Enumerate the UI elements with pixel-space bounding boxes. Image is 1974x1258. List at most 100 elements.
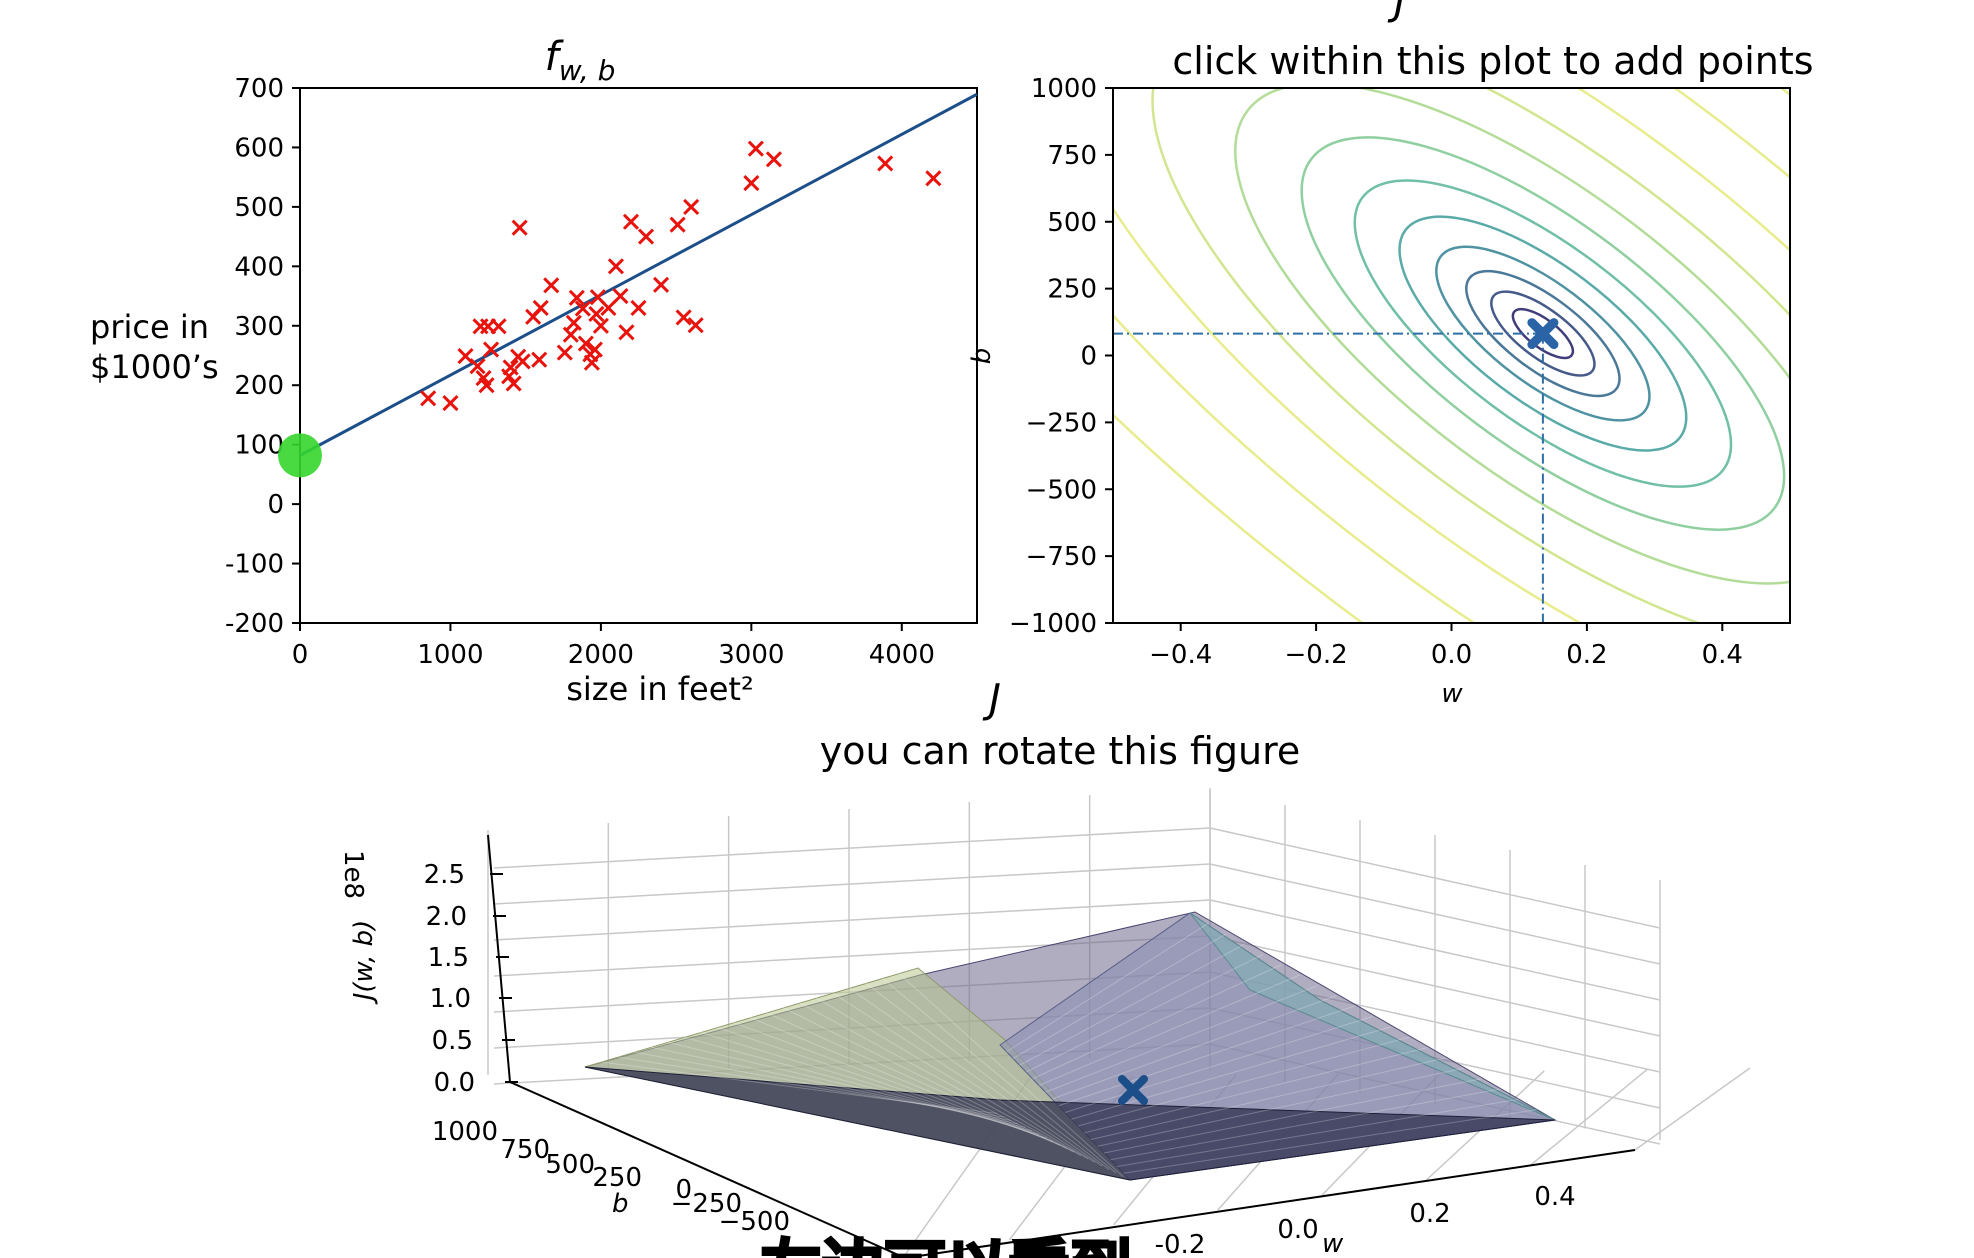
side-wall-hgrid	[1209, 863, 1661, 965]
data-point	[490, 318, 507, 335]
data-point	[588, 305, 605, 322]
y-tick-label: 500	[234, 193, 284, 223]
z-axis-line	[487, 834, 511, 1083]
side-wall-hgrid	[1209, 935, 1661, 1037]
data-point	[586, 341, 603, 358]
x-tick-label: 2000	[568, 640, 634, 670]
surface-mesh	[898, 972, 1124, 1177]
data-point	[600, 299, 617, 317]
y-tick-label: 200	[234, 371, 284, 401]
data-point	[743, 175, 760, 192]
data-point	[420, 390, 437, 407]
back-wall-hgrid	[493, 863, 1211, 905]
data-point	[653, 276, 670, 293]
w-tick-label: 0.0	[1277, 1215, 1318, 1245]
surface-mesh	[1064, 1016, 1373, 1113]
w-tick-label: 0.4	[1534, 1182, 1575, 1212]
surface-mesh	[1045, 984, 1318, 1093]
surface-mesh	[1032, 964, 1282, 1080]
data-point	[683, 198, 700, 215]
data-point	[502, 359, 519, 376]
y-tick-label: 0	[1080, 342, 1097, 372]
surface-mesh	[1103, 1078, 1483, 1154]
scatter-axes-frame[interactable]	[299, 87, 978, 624]
data-point	[514, 353, 531, 370]
surface-mesh	[634, 1051, 1012, 1121]
b-tick-label: 250	[592, 1163, 642, 1193]
data-point	[592, 317, 609, 334]
y-tick-label: 750	[1047, 141, 1097, 171]
surface-mesh	[782, 1007, 1075, 1153]
x-tick-label: −0.4	[1149, 640, 1212, 670]
scatter-y-label-line2: $1000’s	[90, 348, 219, 386]
data-point	[747, 140, 764, 157]
x-tick-label: 0	[292, 640, 309, 670]
surface-mesh	[1038, 974, 1300, 1086]
data-point	[607, 258, 624, 275]
surface-z-label: J(w, b)	[349, 920, 379, 1006]
scatter-y-label-line1: price in	[90, 308, 209, 346]
z-tick-label: 2.0	[426, 902, 467, 932]
y-tick-label: −1000	[1009, 609, 1097, 639]
contour-panel: J click within this plot to add points −…	[967, 0, 1814, 709]
back-wall-hgrid	[493, 899, 1211, 941]
surface-mesh	[766, 1012, 1068, 1149]
x-tick-label: 0.4	[1702, 640, 1743, 670]
y-tick-label: −250	[1026, 408, 1097, 438]
b-tick-label: 1000	[432, 1117, 498, 1147]
scatter-title-sub: w, b	[559, 54, 616, 87]
surface-mesh	[1077, 1036, 1410, 1127]
data-point	[574, 300, 591, 317]
surface-mesh	[1025, 953, 1264, 1073]
contour-x-label: w	[1441, 679, 1463, 709]
data-point	[568, 289, 585, 306]
data-point	[472, 318, 489, 335]
data-point	[675, 309, 692, 326]
surface-wb-marker	[1118, 1075, 1148, 1105]
data-point	[505, 375, 522, 392]
b-tick-label: −250	[671, 1189, 742, 1219]
data-point	[531, 351, 548, 368]
w-tick-label: -0.2	[1155, 1230, 1206, 1258]
surface-mesh	[881, 977, 1117, 1174]
surface-mesh	[601, 1061, 998, 1114]
contour-line	[1490, 290, 1596, 377]
x-tick-label: 4000	[869, 640, 935, 670]
x-tick-label: 1000	[417, 640, 483, 670]
scatter-title: fw, b	[545, 34, 616, 87]
data-point	[532, 299, 549, 317]
floor-grid	[1530, 1068, 1648, 1166]
y-tick-label: 1000	[1031, 74, 1097, 104]
contour-y-label: b	[967, 348, 997, 365]
model-line	[299, 92, 978, 457]
y-tick-label: −750	[1026, 542, 1097, 572]
w-tick-label: 0.2	[1409, 1199, 1450, 1229]
surface-mesh	[667, 1041, 1026, 1128]
contour-line	[1435, 245, 1651, 422]
data-point	[687, 317, 704, 334]
scatter-panel: fw, b 0 1000 2000 3000 4000 7006005004003002…	[90, 34, 978, 708]
data-point	[583, 354, 600, 371]
side-wall-hgrid	[1209, 827, 1661, 929]
surface-mesh	[1058, 1005, 1355, 1107]
data-point	[442, 394, 459, 412]
data-point	[877, 155, 894, 172]
scatter-x-label: size in feet²	[566, 670, 754, 708]
data-point	[562, 326, 579, 343]
data-point	[565, 314, 582, 331]
data-point	[637, 228, 655, 245]
contour-line	[1113, 88, 1790, 623]
y-tick-label: 300	[234, 312, 284, 342]
surface-mesh	[700, 1031, 1040, 1135]
b-tick-label: −500	[719, 1207, 790, 1237]
surface-mesh	[1084, 1047, 1428, 1134]
surface-title: you can rotate this figure	[820, 729, 1301, 773]
contour-title-top: J	[1387, 0, 1406, 24]
b-axis-line	[509, 1081, 906, 1258]
surface-mesh	[1097, 1067, 1464, 1147]
side-wall-hgrid	[1209, 899, 1661, 1001]
surface-mesh	[799, 1002, 1082, 1156]
data-point	[577, 335, 594, 352]
x-tick-label: 3000	[718, 640, 784, 670]
surface-panel[interactable]: J you can rotate this figure 0.0 0.5 1.0 1.…	[338, 676, 1751, 1258]
